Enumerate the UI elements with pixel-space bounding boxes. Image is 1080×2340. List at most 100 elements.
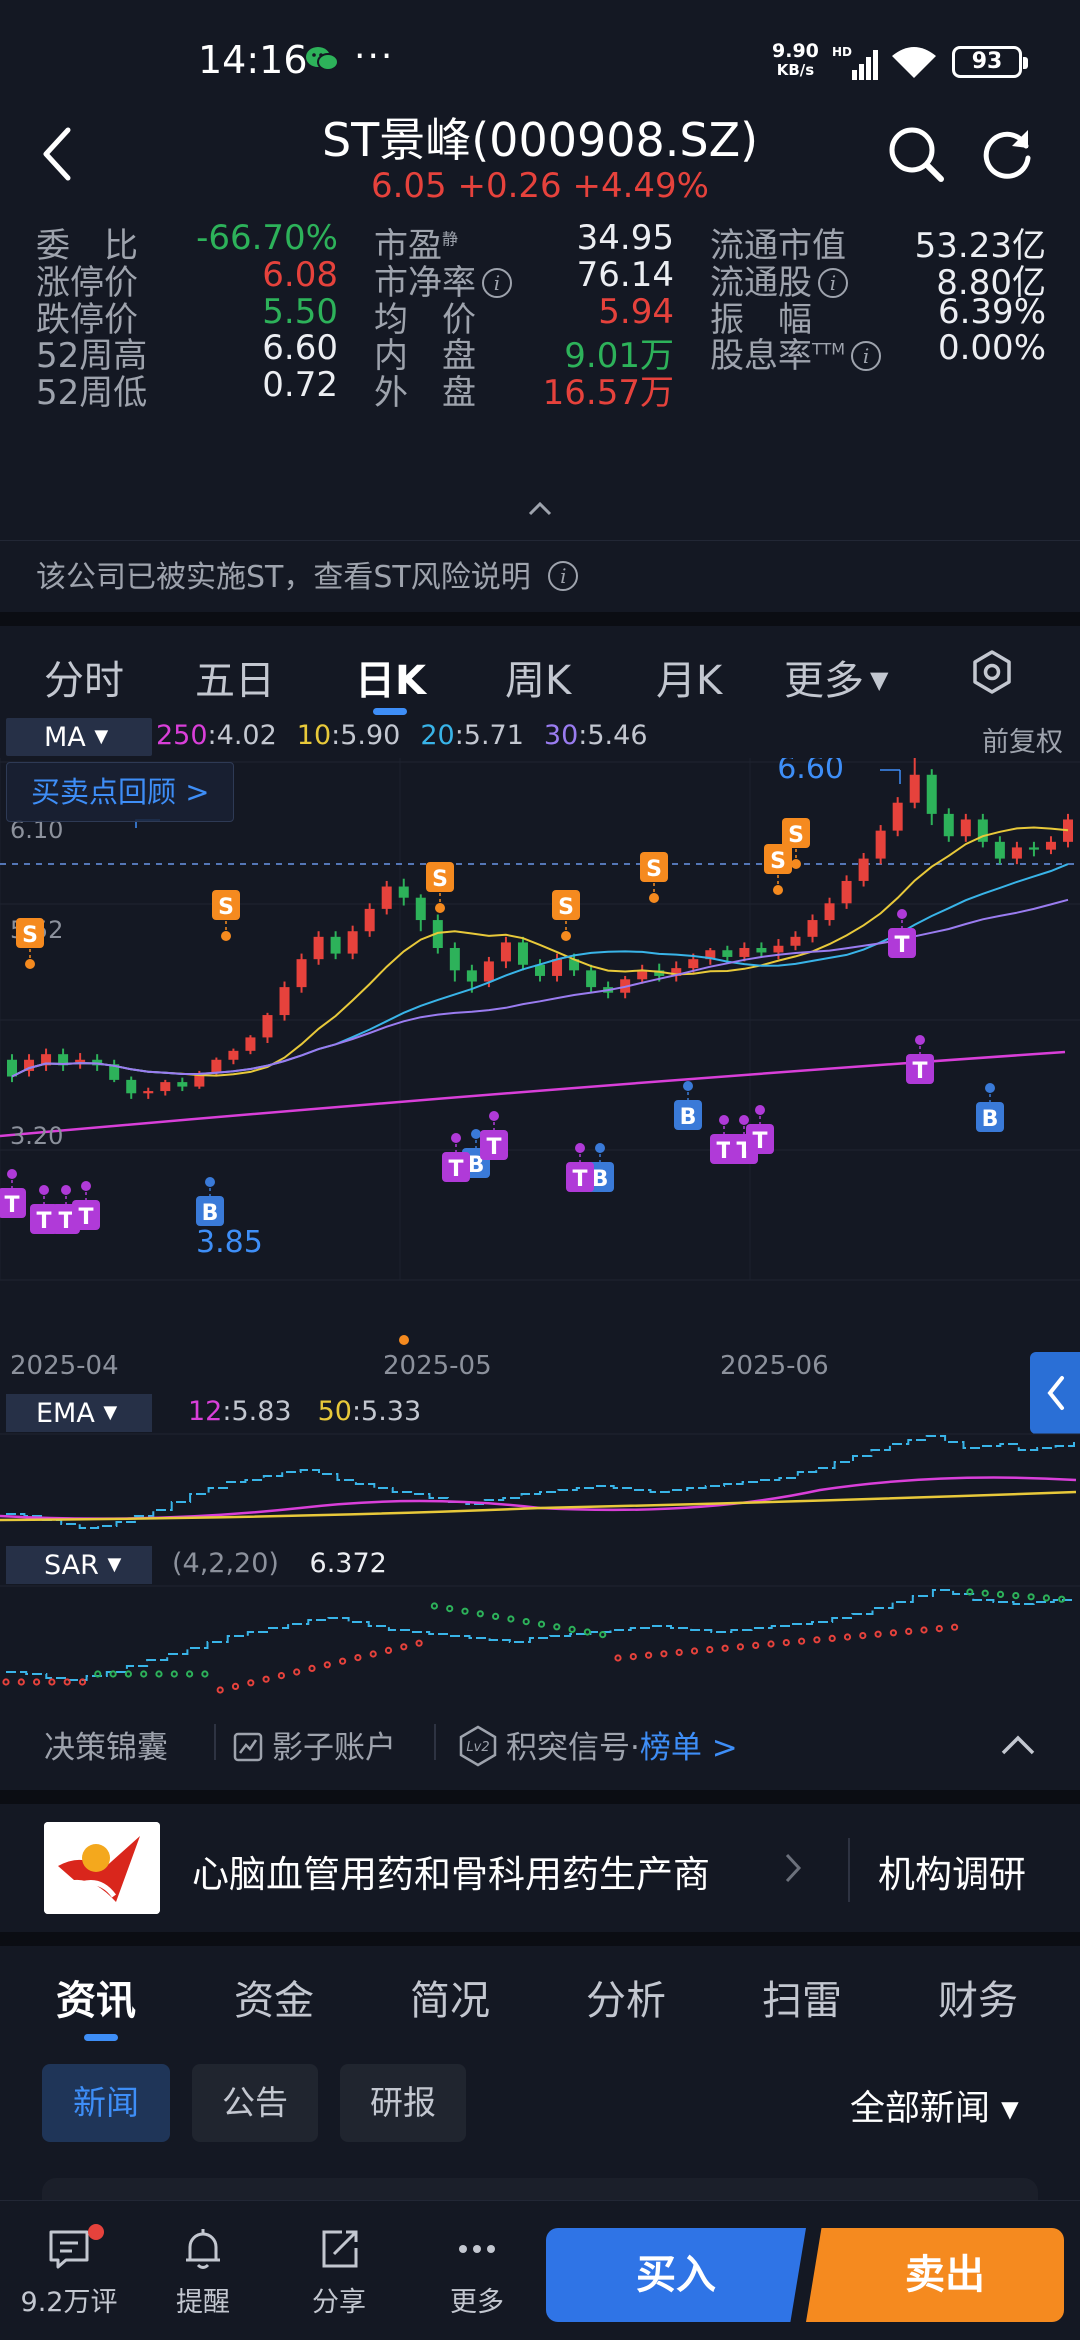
quote-value: 6.39% <box>937 291 1046 332</box>
st-notice-bar[interactable] <box>0 540 1080 608</box>
chart-settings-icon[interactable] <box>970 650 1014 694</box>
sar-chart[interactable] <box>0 1584 1080 1694</box>
tab-news[interactable]: 资讯 <box>56 1978 136 2024</box>
buy-signal-marker <box>674 1100 702 1130</box>
more-nav[interactable]: 更多 <box>422 2226 532 2319</box>
sell-signal-marker <box>426 862 454 892</box>
divider <box>434 1724 436 1760</box>
sell-button[interactable]: 卖出 <box>806 2228 1064 2322</box>
candle-body <box>637 970 648 980</box>
quote-label-text: 股息率 <box>710 336 812 377</box>
sar-dot <box>430 1602 438 1610</box>
sar-dot <box>813 1636 821 1644</box>
t-signal-marker <box>906 1054 934 1084</box>
share-icon <box>322 2230 358 2268</box>
sar-value: 6.372 <box>309 1548 387 1579</box>
info-icon[interactable]: i <box>482 267 512 298</box>
ema-chart[interactable] <box>0 1432 1080 1542</box>
sell-signal-marker-letter: S <box>22 923 38 948</box>
candle-body <box>1063 819 1073 842</box>
sar-dot <box>874 1630 882 1638</box>
sar-dot <box>660 1650 668 1658</box>
ma-values: 250:4.02 10:5.90 20:5.71 30:5.46 <box>156 720 668 751</box>
candle-body <box>483 961 494 982</box>
tab-weekly-k[interactable]: 周K <box>505 658 572 704</box>
remind-label: 提醒 <box>176 2287 230 2318</box>
tab-funds[interactable]: 资金 <box>234 1978 314 2024</box>
section-divider <box>0 1790 1080 1804</box>
tab-monthly-k[interactable]: 月K <box>656 658 723 704</box>
buy-signal-marker-letter: B <box>680 1105 697 1130</box>
sar-dot <box>247 1679 255 1687</box>
sar-indicator-select[interactable]: SAR ▼ <box>6 1546 152 1584</box>
candle-body <box>296 959 307 988</box>
t-signal-marker-letter: T <box>4 1193 19 1218</box>
shadow-account-link[interactable]: 影子账户 <box>232 1722 396 1767</box>
tab-financials[interactable]: 财务 <box>938 1978 1018 2024</box>
quote-label: 流通市值 <box>710 218 846 267</box>
back-button[interactable] <box>38 124 78 184</box>
candle-body <box>654 970 665 976</box>
sar-dot <box>415 1639 423 1647</box>
indicator-value: 20:5.71 <box>420 720 524 751</box>
quote-value: -66.70% <box>196 218 338 258</box>
ema-label: EMA <box>36 1398 95 1429</box>
sar-dot <box>614 1654 622 1662</box>
ma-indicator-select[interactable]: MA ▼ <box>6 718 152 756</box>
candle-body <box>58 1054 69 1066</box>
sar-dot <box>537 1620 546 1628</box>
t-signal-marker-letter: T <box>58 1209 73 1234</box>
divider <box>848 1838 850 1902</box>
share-nav[interactable]: 分享 <box>284 2226 394 2319</box>
trade-review-button[interactable]: 买卖点回顾 > <box>6 762 234 822</box>
quote-label: 52周低 <box>36 365 147 414</box>
collapse-icon[interactable] <box>1000 1734 1036 1756</box>
buy-button[interactable]: 买入 <box>546 2228 806 2322</box>
breakout-signal-link[interactable]: Lv2 积突信号·榜单 > <box>456 1722 738 1768</box>
sar-label: SAR <box>44 1550 99 1581</box>
st-notice[interactable]: 该公司已被实施ST，查看ST风险说明 i <box>36 552 579 596</box>
sar-dot <box>140 1670 148 1678</box>
t-signal-marker-letter: T <box>716 1139 731 1164</box>
candle-body <box>262 1015 273 1038</box>
decision-kit-link[interactable]: 决策锦囊 <box>44 1730 168 1766</box>
comments-nav[interactable]: 9.2万评 <box>14 2226 124 2319</box>
info-icon[interactable]: i <box>818 267 848 298</box>
candle-body <box>330 936 341 954</box>
tab-more[interactable]: 更多 ▼ <box>784 648 888 706</box>
quote-label-text: 52周低 <box>36 373 148 414</box>
chip-news[interactable]: 新闻 <box>42 2064 170 2142</box>
collapse-caret-icon[interactable] <box>527 498 553 518</box>
adjust-mode-button[interactable]: 前复权 <box>982 727 1063 758</box>
sar-dot <box>645 1651 653 1659</box>
info-icon[interactable]: i <box>851 341 882 372</box>
sar-dot <box>721 1644 729 1652</box>
remind-nav[interactable]: 提醒 <box>148 2226 258 2319</box>
search-icon[interactable] <box>886 124 946 184</box>
all-news-dropdown[interactable]: 全部新闻 ▾ <box>850 2089 1019 2129</box>
tab-daily-k[interactable]: 日K <box>355 658 426 704</box>
chip-announcements[interactable]: 公告 <box>192 2064 318 2142</box>
chart-expand-button[interactable] <box>1030 1352 1080 1434</box>
institution-research-link[interactable]: 机构调研 <box>878 1853 1026 1896</box>
tab-five-day[interactable]: 五日 <box>195 658 275 704</box>
refresh-icon[interactable] <box>978 124 1036 182</box>
candle-body <box>194 1073 205 1087</box>
tab-intraday[interactable]: 分时 <box>44 658 124 704</box>
company-description[interactable]: 心脑血管用药和骨科用药生产商 <box>192 1853 710 1896</box>
candle-body <box>41 1054 52 1066</box>
quote-value: 5.94 <box>598 291 674 332</box>
buy-signal-marker-letter: B <box>982 1107 999 1132</box>
tab-risk-scan[interactable]: 扫雷 <box>762 1978 842 2024</box>
ema-indicator-select[interactable]: EMA ▼ <box>6 1394 152 1432</box>
sar-dot <box>690 1647 699 1655</box>
ranking-link[interactable]: 榜单 > <box>639 1730 738 1766</box>
candlestick-chart[interactable]: 6.105.523.202025-042025-052025-066.603.8… <box>0 758 1080 1388</box>
sell-signal-marker <box>16 918 44 948</box>
chip-research[interactable]: 研报 <box>340 2064 466 2142</box>
tab-profile[interactable]: 简况 <box>410 1978 490 2024</box>
quote-label: 股息率TTM i <box>710 328 882 377</box>
tab-analysis[interactable]: 分析 <box>586 1978 666 2024</box>
t-signal-marker <box>72 1200 100 1230</box>
indicator-period: 10 <box>296 720 332 751</box>
